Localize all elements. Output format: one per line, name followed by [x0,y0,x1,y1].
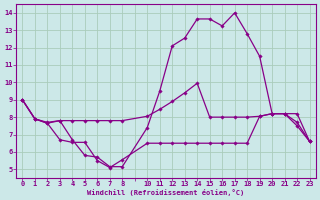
X-axis label: Windchill (Refroidissement éolien,°C): Windchill (Refroidissement éolien,°C) [87,189,244,196]
